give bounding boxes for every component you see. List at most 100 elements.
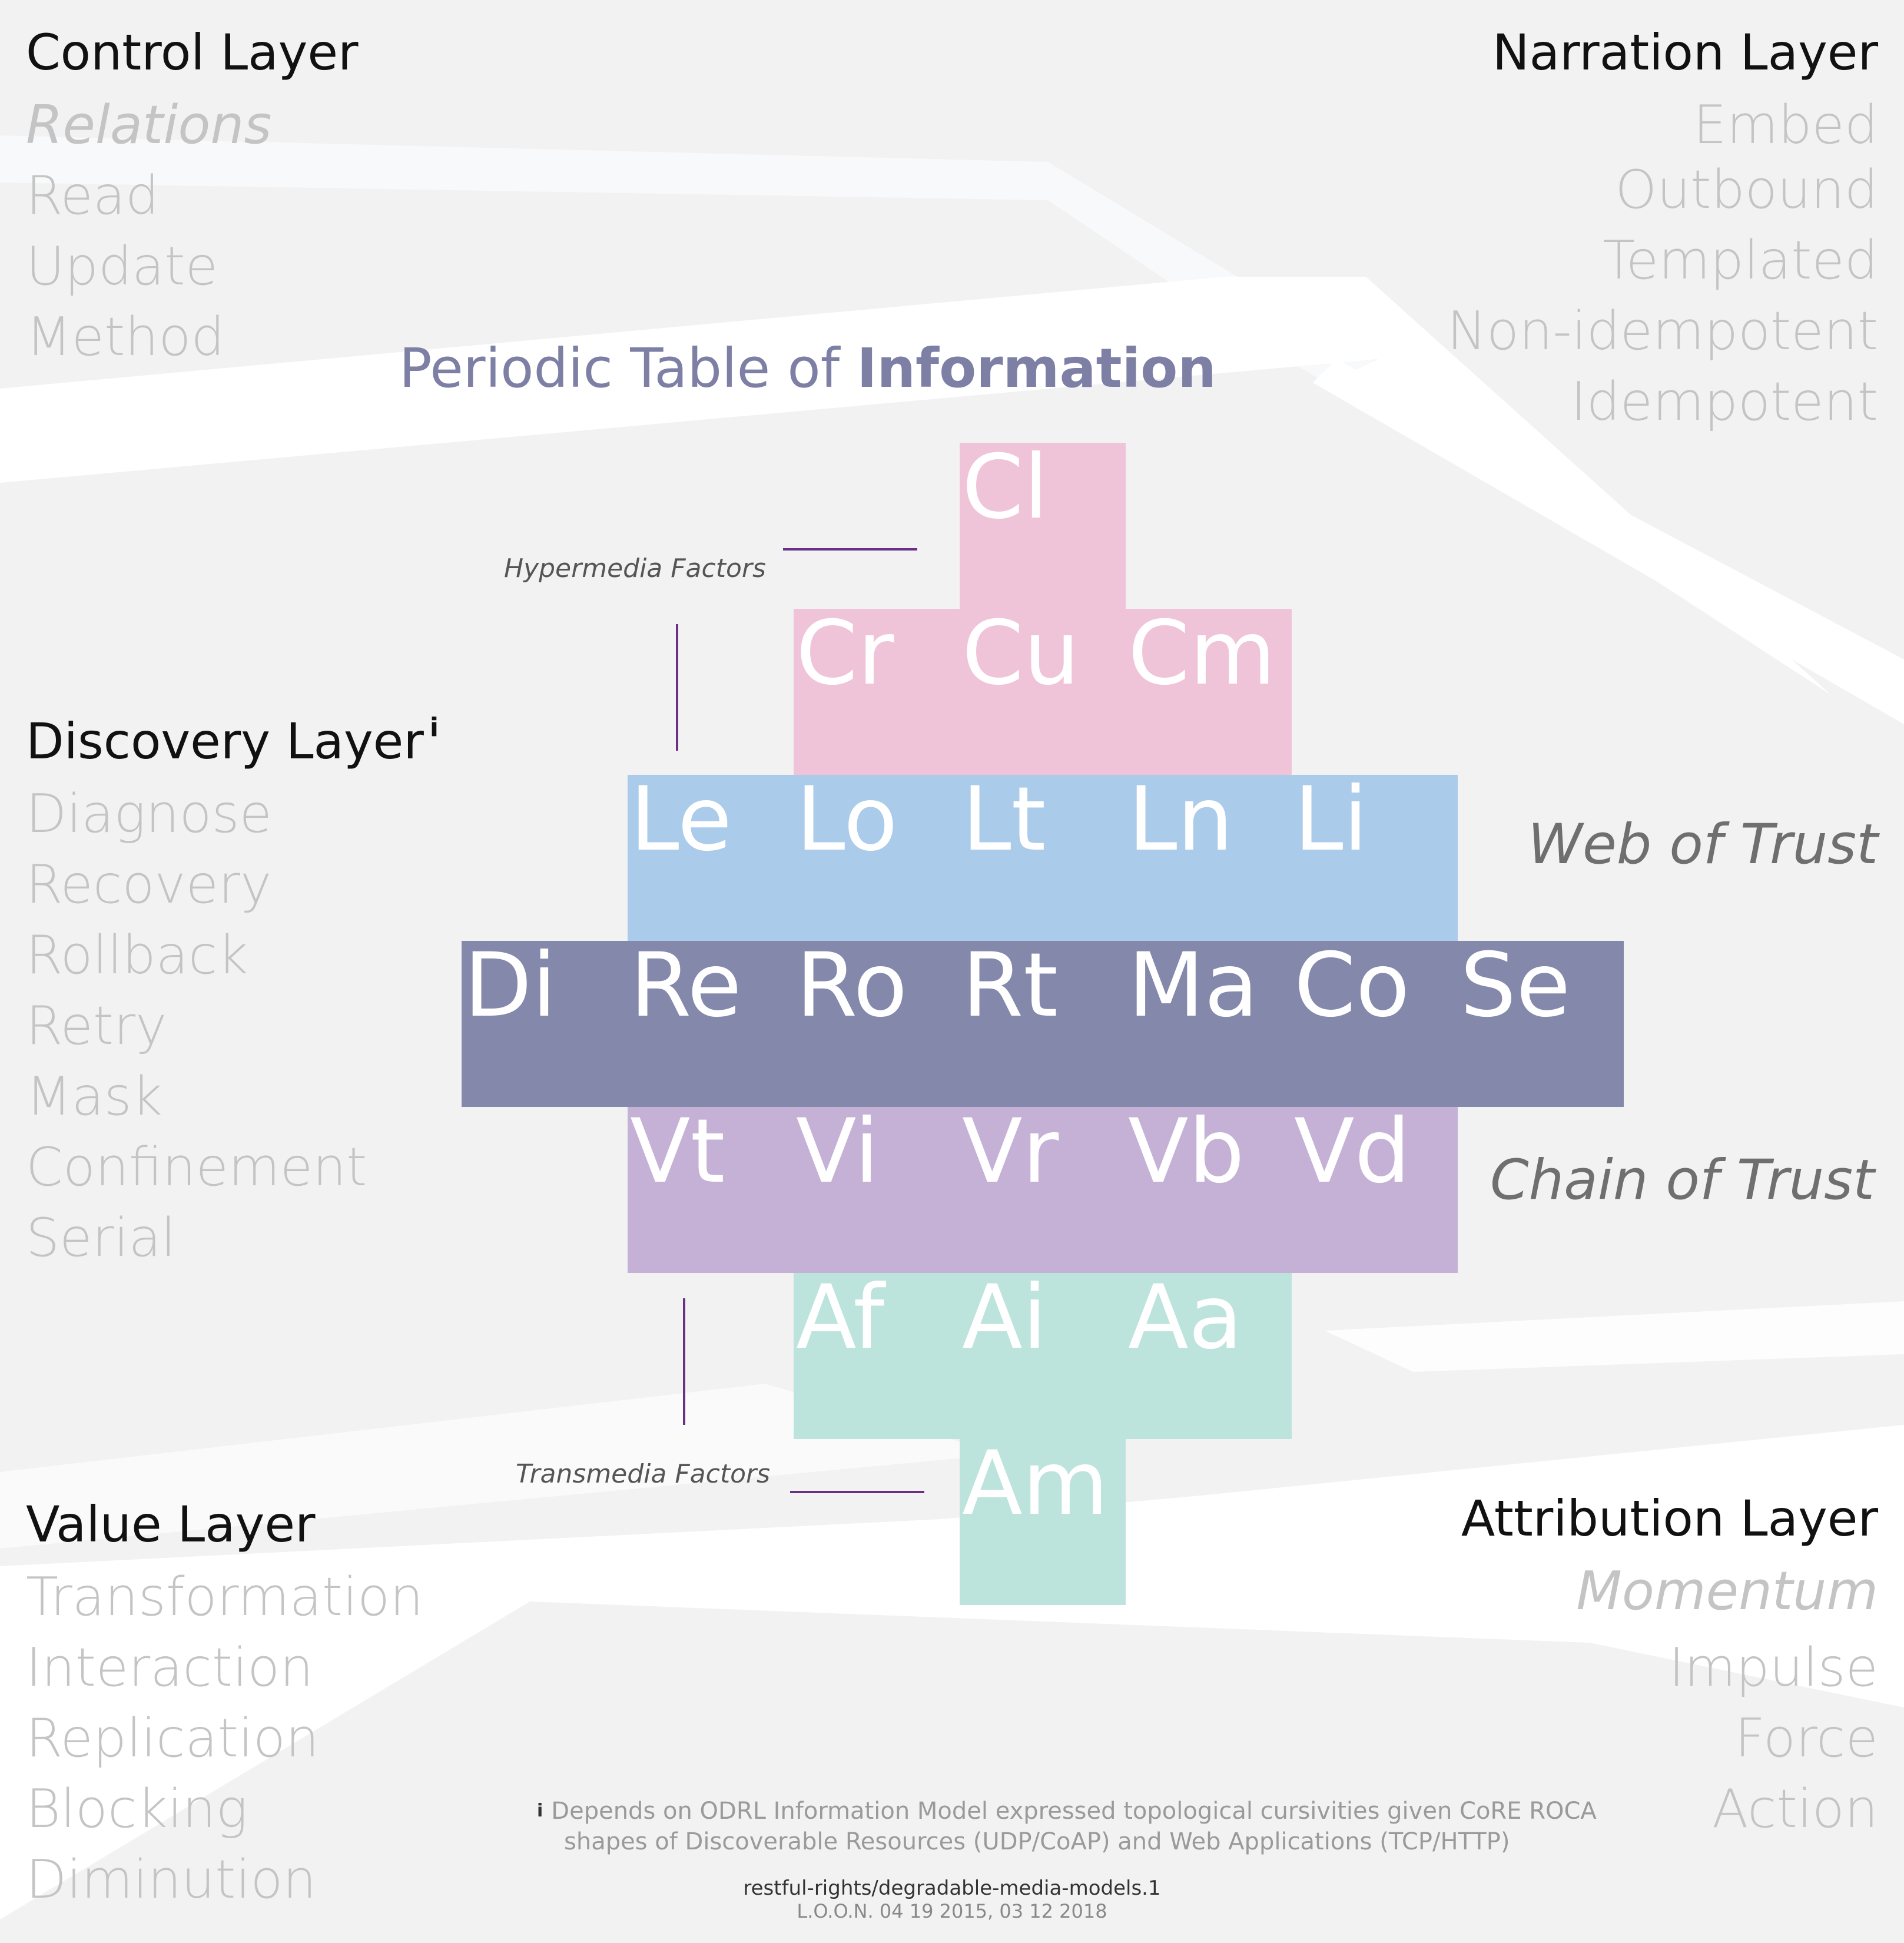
element-symbol: Aa xyxy=(1128,1266,1243,1369)
transmedia-bracket-vertical xyxy=(683,1298,685,1425)
narration-item-templated: Templated xyxy=(1603,230,1878,291)
element-symbol: Le xyxy=(630,768,732,871)
element-cell-di: Di xyxy=(462,937,628,1107)
web-of-trust-label: Web of Trust xyxy=(1528,813,1878,877)
element-cell-se: Se xyxy=(1458,937,1624,1107)
element-cell-vb: Vb xyxy=(1126,1103,1292,1273)
discovery-item-diagnose: Diagnose xyxy=(26,783,272,845)
element-cell-cm: Cm xyxy=(1126,605,1292,775)
title-prefix: Periodic Table of xyxy=(399,337,857,400)
element-symbol: Vb xyxy=(1128,1100,1245,1203)
narration-item-outbound: Outbound xyxy=(1615,159,1878,221)
discovery-heading-text: Discovery Layer xyxy=(26,712,424,770)
attribution-layer-heading: Attribution Layer xyxy=(1461,1490,1878,1547)
element-cell-le: Le xyxy=(628,771,794,941)
title-bold: Information xyxy=(857,337,1216,400)
discovery-layer-heading: Discovery Layer i xyxy=(26,712,439,770)
element-cell-re: Re xyxy=(628,937,794,1107)
control-item-method: Method xyxy=(26,306,225,368)
element-cell-ro: Ro xyxy=(794,937,960,1107)
element-cell-ma: Ma xyxy=(1126,937,1292,1107)
element-symbol: Vd xyxy=(1294,1100,1411,1203)
element-symbol: Af xyxy=(796,1266,885,1369)
element-symbol: Ma xyxy=(1128,934,1259,1037)
element-cell-ai: Ai xyxy=(960,1269,1126,1439)
element-cell-vi: Vi xyxy=(794,1103,960,1273)
element-symbol: Cm xyxy=(1128,602,1276,705)
element-cell-ln: Ln xyxy=(1126,771,1292,941)
element-cell-cr: Cr xyxy=(794,605,960,775)
element-symbol: Li xyxy=(1294,768,1368,871)
transmedia-bracket-horizontal xyxy=(790,1491,924,1493)
element-symbol: Lt xyxy=(962,768,1046,871)
element-cell-lo: Lo xyxy=(794,771,960,941)
element-cell-af: Af xyxy=(794,1269,960,1439)
footnote-line-1: i Depends on ODRL Information Model expre… xyxy=(537,1796,1597,1826)
discovery-item-serial: Serial xyxy=(26,1207,176,1269)
element-cell-vt: Vt xyxy=(628,1103,794,1273)
footnote-text-1: Depends on ODRL Information Model expres… xyxy=(551,1798,1597,1825)
discovery-footnote-marker: i xyxy=(429,712,439,742)
element-symbol: Se xyxy=(1460,934,1571,1037)
model-codename: restful-rights/degradable-media-models.1 xyxy=(743,1876,1161,1900)
element-cell-cu: Cu xyxy=(960,605,1126,775)
hypermedia-bracket-vertical xyxy=(676,624,678,751)
discovery-item-rollback: Rollback xyxy=(26,924,248,986)
element-symbol: Cr xyxy=(796,602,894,705)
footnote: i Depends on ODRL Information Model expre… xyxy=(537,1796,1597,1857)
element-symbol: Ln xyxy=(1128,768,1233,871)
element-symbol: Di xyxy=(464,934,557,1037)
element-symbol: Vi xyxy=(796,1100,879,1203)
element-symbol: Cl xyxy=(962,436,1049,539)
attribution-item-impulse: Impulse xyxy=(1669,1637,1878,1699)
value-item-interaction: Interaction xyxy=(26,1637,314,1699)
control-item-relations: Relations xyxy=(26,94,272,156)
footnote-marker: i xyxy=(537,1801,543,1821)
element-cell-co: Co xyxy=(1292,937,1458,1107)
element-cell-vr: Vr xyxy=(960,1103,1126,1273)
element-symbol: Vr xyxy=(962,1100,1059,1203)
value-item-replication: Replication xyxy=(26,1707,320,1769)
element-cell-vd: Vd xyxy=(1292,1103,1458,1273)
value-item-blocking: Blocking xyxy=(26,1778,248,1840)
element-symbol: Am xyxy=(962,1433,1109,1535)
attribution-item-momentum: Momentum xyxy=(1576,1560,1878,1622)
transmedia-factors-label: Transmedia Factors xyxy=(516,1459,771,1489)
narration-item-idempotent: Idempotent xyxy=(1571,371,1878,433)
narration-layer-heading: Narration Layer xyxy=(1492,24,1878,81)
element-cell-lt: Lt xyxy=(960,771,1126,941)
attribution-item-action: Action xyxy=(1712,1778,1878,1840)
element-symbol: Lo xyxy=(796,768,898,871)
element-symbol: Vt xyxy=(630,1100,725,1203)
discovery-item-retry: Retry xyxy=(26,995,167,1057)
element-cell-aa: Aa xyxy=(1126,1269,1292,1439)
chain-of-trust-label: Chain of Trust xyxy=(1490,1148,1875,1212)
element-symbol: Cu xyxy=(962,602,1080,705)
discovery-item-confinement: Confinement xyxy=(26,1136,367,1198)
element-cell-li: Li xyxy=(1292,771,1458,941)
control-layer-heading: Control Layer xyxy=(26,24,359,81)
element-symbol: Rt xyxy=(962,934,1059,1037)
element-cell-rt: Rt xyxy=(960,937,1126,1107)
hypermedia-factors-label: Hypermedia Factors xyxy=(504,553,766,583)
page-title: Periodic Table of Information xyxy=(399,337,1216,400)
value-item-transformation: Transformation xyxy=(26,1566,424,1628)
element-symbol: Ro xyxy=(796,934,908,1037)
control-item-update: Update xyxy=(26,236,218,297)
element-cell-am: Am xyxy=(960,1435,1126,1605)
discovery-item-mask: Mask xyxy=(26,1066,162,1128)
narration-item-non-idempotent: Non-idempotent xyxy=(1447,300,1878,362)
value-item-diminution: Diminution xyxy=(26,1849,317,1911)
credit-line: L.O.O.N. 04 19 2015, 03 12 2018 xyxy=(797,1900,1107,1922)
element-symbol: Re xyxy=(630,934,742,1037)
footnote-text-2: shapes of Discoverable Resources (UDP/Co… xyxy=(564,1828,1510,1855)
hypermedia-bracket-horizontal xyxy=(783,548,917,551)
attribution-item-force: Force xyxy=(1734,1707,1878,1769)
element-cell-cl: Cl xyxy=(960,439,1126,609)
discovery-item-recovery: Recovery xyxy=(26,854,272,916)
element-symbol: Ai xyxy=(962,1266,1047,1369)
narration-item-embed: Embed xyxy=(1693,94,1878,156)
element-symbol: Co xyxy=(1294,934,1410,1037)
